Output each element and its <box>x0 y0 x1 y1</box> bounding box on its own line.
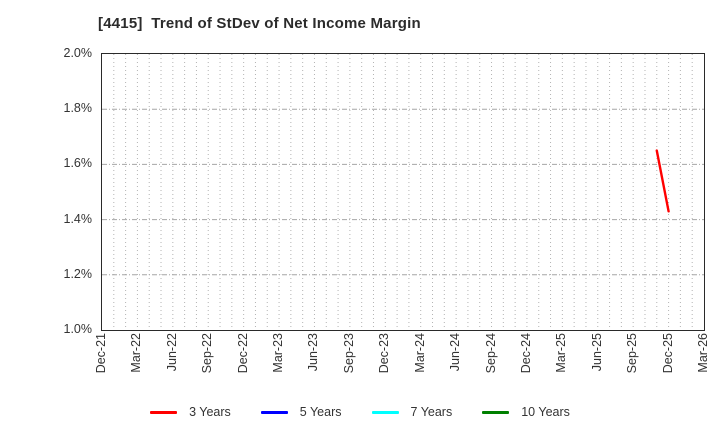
y-tick-label: 1.4% <box>63 211 93 226</box>
legend-item-7-years: 7 Years <box>371 405 453 419</box>
x-tick-label: Mar-22 <box>129 333 144 373</box>
x-tick-label: Dec-22 <box>235 333 250 374</box>
x-tick-label: Mar-26 <box>696 333 710 373</box>
x-tick-label: Dec-24 <box>518 333 533 374</box>
legend-swatch <box>150 410 178 414</box>
x-tick-label: Sep-22 <box>200 333 215 374</box>
y-tick-label: 1.2% <box>63 266 93 281</box>
legend-item-3-years: 3 Years <box>150 405 231 419</box>
x-tick-label: Sep-25 <box>625 333 640 374</box>
legend-swatch <box>482 410 510 414</box>
legend-label: 3 Years <box>189 405 231 419</box>
x-tick-label: Jun-24 <box>448 333 463 372</box>
x-tick-label: Mar-24 <box>412 333 427 373</box>
legend-item-5-years: 5 Years <box>260 405 342 419</box>
series-line-3-years <box>655 149 670 213</box>
legend-label: 10 Years <box>521 405 570 419</box>
x-tick-label: Sep-24 <box>483 333 498 374</box>
x-tick-label: Mar-23 <box>271 333 286 373</box>
y-tick-label: 1.0% <box>63 322 93 336</box>
y-tick-label: 1.6% <box>63 156 93 171</box>
x-tick-label: Jun-23 <box>306 333 321 372</box>
x-tick-label: Jun-22 <box>164 333 179 372</box>
legend-label: 7 Years <box>410 405 453 419</box>
x-tick-label: Dec-25 <box>660 333 675 374</box>
plot-canvas <box>102 54 704 330</box>
legend-label: 5 Years <box>299 405 342 419</box>
plot-area <box>101 53 705 331</box>
x-tick-label: Dec-23 <box>377 333 392 374</box>
y-tick-label: 1.8% <box>63 101 93 116</box>
x-tick-label: Jun-25 <box>589 333 604 372</box>
x-tick-label: Dec-21 <box>94 333 108 374</box>
legend-item-10-years: 10 Years <box>482 405 570 419</box>
x-tick-label: Sep-23 <box>341 333 356 374</box>
legend: 3 Years 5 Years 7 Years 10 Years <box>0 398 720 426</box>
legend-swatch <box>260 410 288 414</box>
x-tick-label: Mar-25 <box>554 333 569 373</box>
y-tick-label: 2.0% <box>63 46 93 60</box>
legend-swatch <box>371 410 399 414</box>
chart-title: [4415] Trend of StDev of Net Income Marg… <box>98 15 421 32</box>
